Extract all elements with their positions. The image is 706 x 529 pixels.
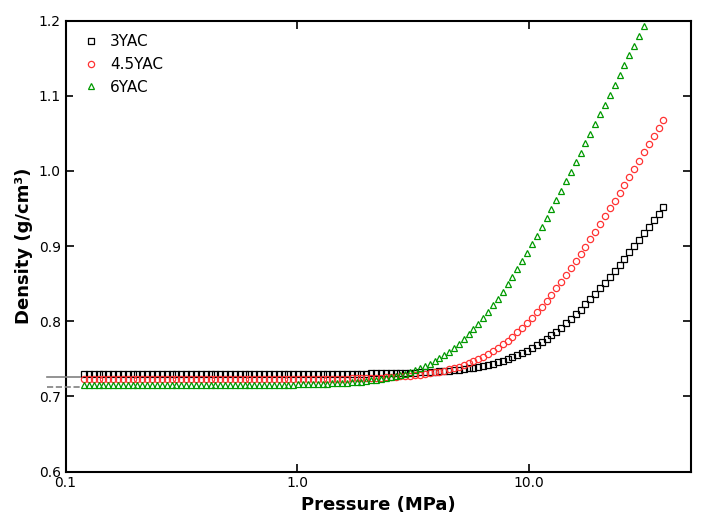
Line: 6YAC: 6YAC: [80, 0, 666, 388]
3YAC: [401, 370, 409, 376]
4.5YAC: [80, 376, 88, 382]
4.5YAC: [201, 376, 210, 382]
3YAC: [640, 230, 648, 236]
4.5YAC: [640, 149, 648, 156]
3YAC: [80, 371, 88, 377]
4.5YAC: [479, 353, 487, 360]
3YAC: [537, 339, 546, 345]
Line: 4.5YAC: 4.5YAC: [80, 116, 666, 382]
4.5YAC: [236, 376, 244, 382]
Legend: 3YAC, 4.5YAC, 6YAC: 3YAC, 4.5YAC, 6YAC: [73, 28, 169, 101]
6YAC: [236, 382, 244, 388]
3YAC: [236, 371, 244, 377]
3YAC: [479, 363, 487, 369]
X-axis label: Pressure (MPa): Pressure (MPa): [301, 496, 455, 514]
4.5YAC: [659, 116, 668, 123]
4.5YAC: [537, 304, 546, 310]
6YAC: [80, 382, 88, 388]
3YAC: [659, 204, 668, 210]
6YAC: [537, 224, 546, 230]
6YAC: [401, 370, 409, 377]
3YAC: [201, 371, 210, 377]
4.5YAC: [401, 373, 409, 379]
6YAC: [201, 382, 210, 388]
Y-axis label: Density (g/cm³): Density (g/cm³): [15, 168, 33, 324]
6YAC: [479, 315, 487, 321]
Line: 3YAC: 3YAC: [80, 204, 666, 377]
6YAC: [640, 23, 648, 29]
